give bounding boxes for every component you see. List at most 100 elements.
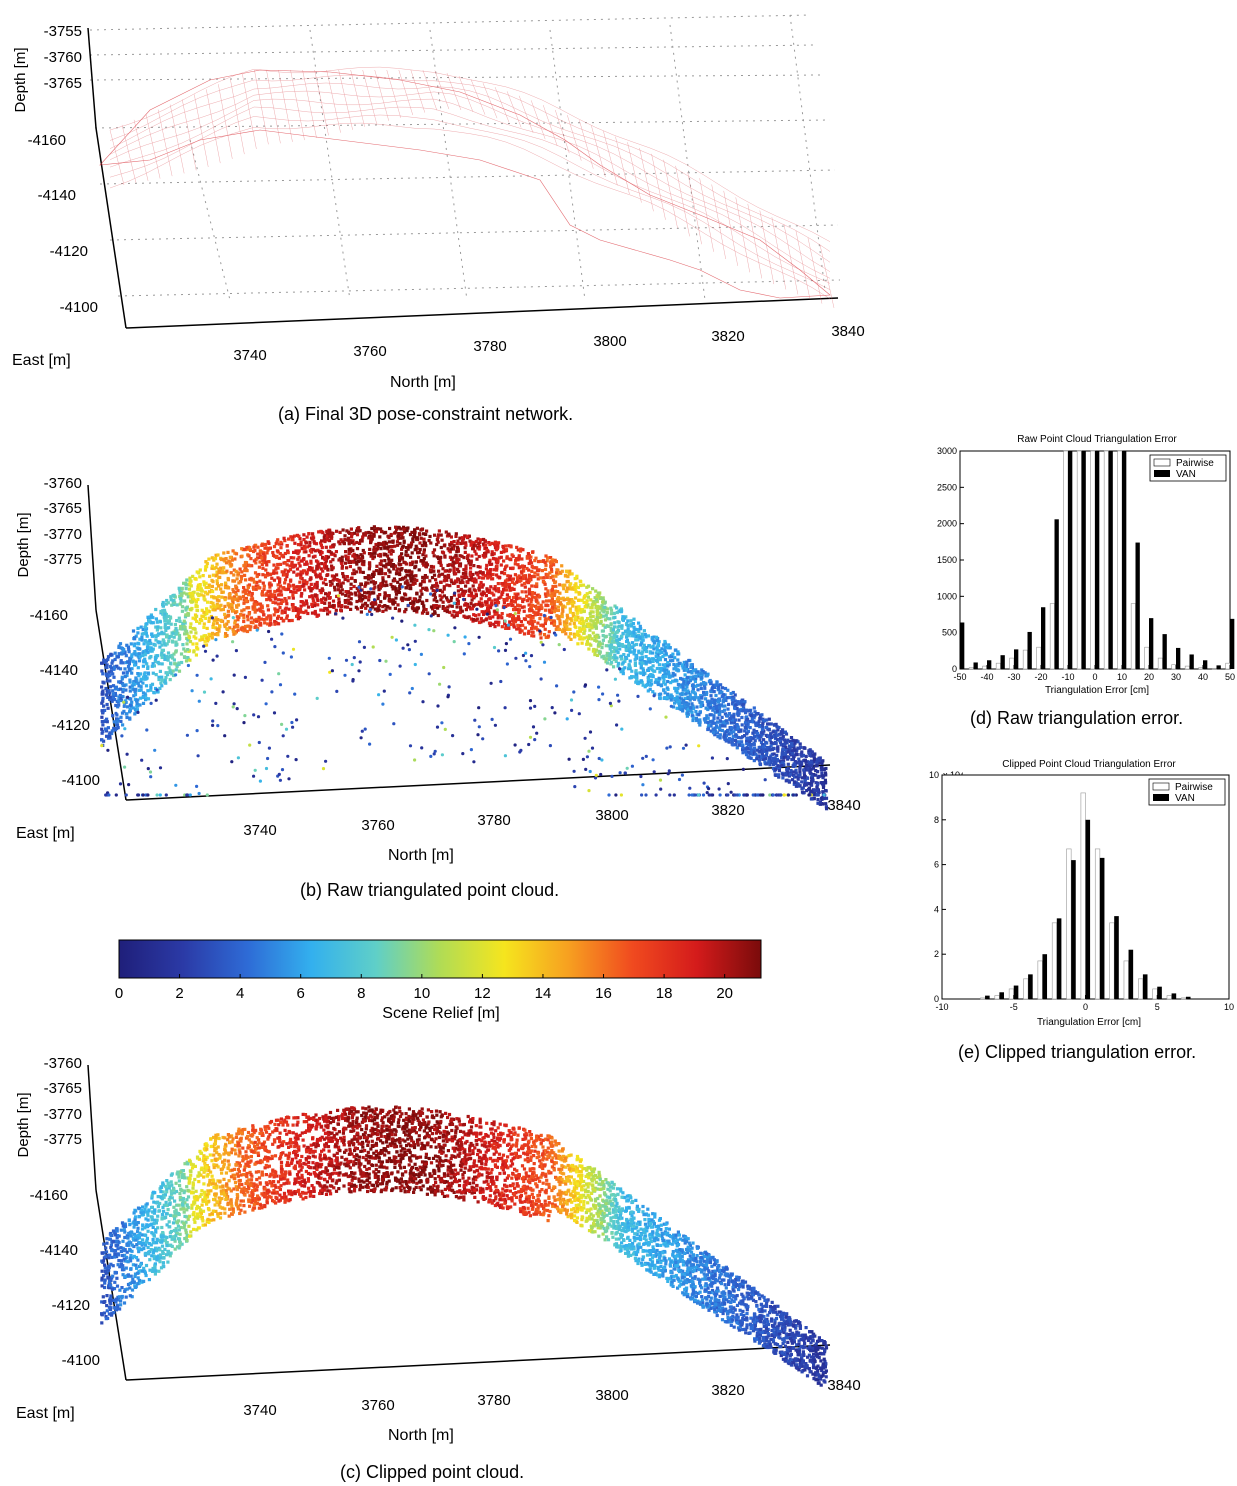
point — [797, 761, 801, 765]
point — [751, 736, 755, 740]
point — [728, 696, 732, 700]
point — [100, 669, 104, 673]
point — [396, 603, 400, 607]
point — [713, 685, 717, 689]
point — [461, 589, 465, 593]
point — [510, 603, 514, 607]
point — [568, 607, 572, 611]
point — [364, 581, 368, 585]
point — [820, 797, 824, 801]
point — [631, 631, 635, 635]
point — [254, 584, 258, 588]
point — [125, 670, 129, 674]
point — [369, 531, 373, 535]
point — [749, 745, 753, 749]
point — [486, 576, 490, 580]
point — [586, 603, 590, 607]
point — [223, 586, 228, 590]
point — [629, 619, 633, 623]
point — [110, 661, 114, 665]
point — [592, 600, 596, 604]
point — [458, 562, 463, 566]
point — [220, 595, 224, 599]
point — [127, 647, 131, 651]
point — [621, 667, 625, 671]
point — [689, 675, 693, 679]
point — [713, 726, 717, 730]
point — [245, 606, 249, 610]
point — [654, 654, 658, 658]
point — [556, 595, 561, 600]
point — [383, 596, 387, 600]
point — [454, 534, 458, 538]
point — [752, 742, 756, 746]
point — [594, 589, 598, 593]
north-tick-label: 3820 — [711, 328, 744, 345]
point — [353, 571, 357, 576]
point — [146, 665, 150, 669]
point — [252, 559, 256, 563]
point — [462, 568, 466, 572]
point — [625, 656, 629, 660]
point — [582, 609, 586, 614]
point — [613, 625, 617, 629]
point — [292, 556, 296, 560]
point — [769, 735, 773, 739]
point — [731, 701, 735, 705]
point — [387, 568, 391, 572]
point — [340, 561, 344, 565]
point — [337, 540, 341, 544]
point — [274, 601, 278, 605]
point — [430, 586, 434, 590]
point — [248, 628, 252, 632]
point — [332, 577, 336, 581]
point — [676, 650, 680, 654]
point — [528, 614, 532, 618]
point — [265, 592, 269, 596]
point — [717, 698, 721, 702]
point — [824, 796, 829, 800]
point — [817, 774, 821, 778]
ylabel-a: East [m] — [12, 352, 71, 369]
point — [425, 598, 429, 603]
point — [291, 564, 295, 568]
point — [487, 560, 492, 564]
point — [604, 613, 608, 617]
point — [128, 703, 132, 707]
point — [608, 617, 612, 621]
point — [325, 606, 329, 611]
point — [629, 631, 633, 635]
point — [136, 681, 140, 685]
point — [697, 672, 701, 676]
point — [724, 739, 728, 743]
point — [232, 595, 237, 599]
point — [495, 568, 499, 572]
point — [398, 584, 402, 588]
point — [479, 617, 483, 621]
point — [258, 560, 262, 564]
point — [216, 633, 220, 637]
point — [285, 575, 289, 579]
point — [231, 629, 235, 633]
point — [215, 570, 219, 574]
point — [171, 599, 175, 603]
point — [232, 590, 236, 594]
point — [121, 661, 125, 665]
point — [502, 600, 506, 605]
point — [729, 714, 734, 718]
point — [255, 580, 259, 584]
point — [291, 590, 295, 594]
point — [721, 693, 725, 697]
point — [159, 609, 163, 614]
point — [210, 636, 214, 640]
point — [676, 652, 680, 656]
point — [566, 602, 570, 606]
point — [151, 621, 155, 625]
point — [259, 617, 263, 621]
point — [706, 703, 710, 707]
point — [550, 569, 554, 574]
point — [793, 775, 797, 779]
point — [711, 721, 715, 725]
point — [410, 551, 414, 555]
point — [568, 627, 572, 631]
